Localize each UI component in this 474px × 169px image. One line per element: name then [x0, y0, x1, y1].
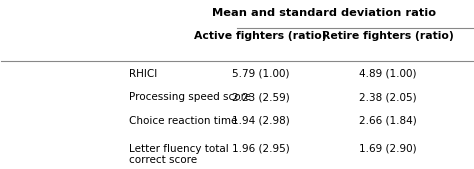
- Text: 2.23 (2.59): 2.23 (2.59): [232, 92, 290, 102]
- Text: 1.94 (2.98): 1.94 (2.98): [232, 116, 290, 126]
- Text: 5.79 (1.00): 5.79 (1.00): [232, 69, 289, 79]
- Text: 2.66 (1.84): 2.66 (1.84): [359, 116, 417, 126]
- Text: 2.38 (2.05): 2.38 (2.05): [359, 92, 417, 102]
- Text: RHICI: RHICI: [128, 69, 157, 79]
- Text: 1.96 (2.95): 1.96 (2.95): [232, 144, 290, 154]
- Text: Retire fighters (ratio): Retire fighters (ratio): [322, 31, 454, 41]
- Text: 4.89 (1.00): 4.89 (1.00): [359, 69, 417, 79]
- Text: Letter fluency total
correct score: Letter fluency total correct score: [128, 144, 228, 165]
- Text: Active fighters (ratio): Active fighters (ratio): [194, 31, 327, 41]
- Text: Processing speed score: Processing speed score: [128, 92, 251, 102]
- Text: Choice reaction time: Choice reaction time: [128, 116, 237, 126]
- Text: 1.69 (2.90): 1.69 (2.90): [359, 144, 417, 154]
- Text: Mean and standard deviation ratio: Mean and standard deviation ratio: [212, 8, 436, 18]
